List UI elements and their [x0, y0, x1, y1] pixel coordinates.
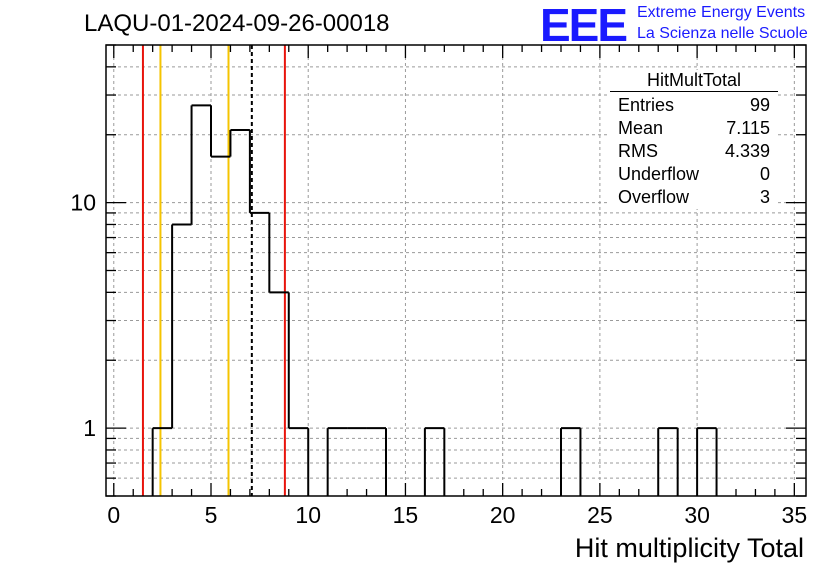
stats-label: Mean: [618, 118, 664, 138]
stats-row-mean: Mean 7.115: [610, 117, 778, 140]
stats-row-rms: RMS 4.339: [610, 140, 778, 163]
stats-label: Overflow: [618, 187, 690, 207]
stats-row-overflow: Overflow 3: [610, 186, 778, 209]
stats-row-underflow: Underflow 0: [610, 163, 778, 186]
stats-value: 7.115: [726, 118, 770, 138]
x-tick-label: 35: [782, 502, 808, 528]
reference-lines: [141, 45, 286, 496]
stats-box: HitMultTotal Entries 99 Mean 7.115 RMS 4…: [610, 70, 778, 209]
stats-value: 4.339: [724, 141, 770, 161]
x-tick-label: 25: [587, 502, 613, 528]
stats-label: RMS: [618, 141, 658, 161]
plot-frame: [105, 44, 807, 497]
eee-logo: EEE: [540, 0, 628, 51]
stats-row-entries: Entries 99: [610, 94, 778, 117]
x-tick-label: 10: [295, 502, 321, 528]
x-tick-label: 20: [490, 502, 516, 528]
histogram-series: [151, 104, 718, 496]
stats-value: 0: [759, 164, 770, 184]
stats-label: Underflow: [618, 164, 700, 184]
y-tick-label: 1: [83, 415, 96, 441]
x-axis-label: Hit multiplicity Total: [574, 533, 804, 563]
x-tick-label: 15: [393, 502, 419, 528]
y-tick-label: 10: [70, 190, 96, 216]
tick-labels: 0 5 10 15 20 25 30 35 1 10: [70, 190, 807, 528]
stats-label: Entries: [618, 95, 675, 115]
x-tick-label: 5: [205, 502, 218, 528]
grid-layer: [106, 44, 806, 497]
stats-title: HitMultTotal: [610, 70, 778, 92]
logo-line-1: Extreme Energy Events: [637, 4, 806, 21]
x-tick-label: 0: [107, 502, 120, 528]
logo-line-2: La Scienza nelle Scuole: [637, 25, 808, 42]
run-title: LAQU-01-2024-09-26-00018: [84, 10, 390, 37]
x-tick-label: 30: [684, 502, 710, 528]
stats-value: 3: [759, 187, 770, 207]
stats-value: 99: [749, 95, 770, 115]
